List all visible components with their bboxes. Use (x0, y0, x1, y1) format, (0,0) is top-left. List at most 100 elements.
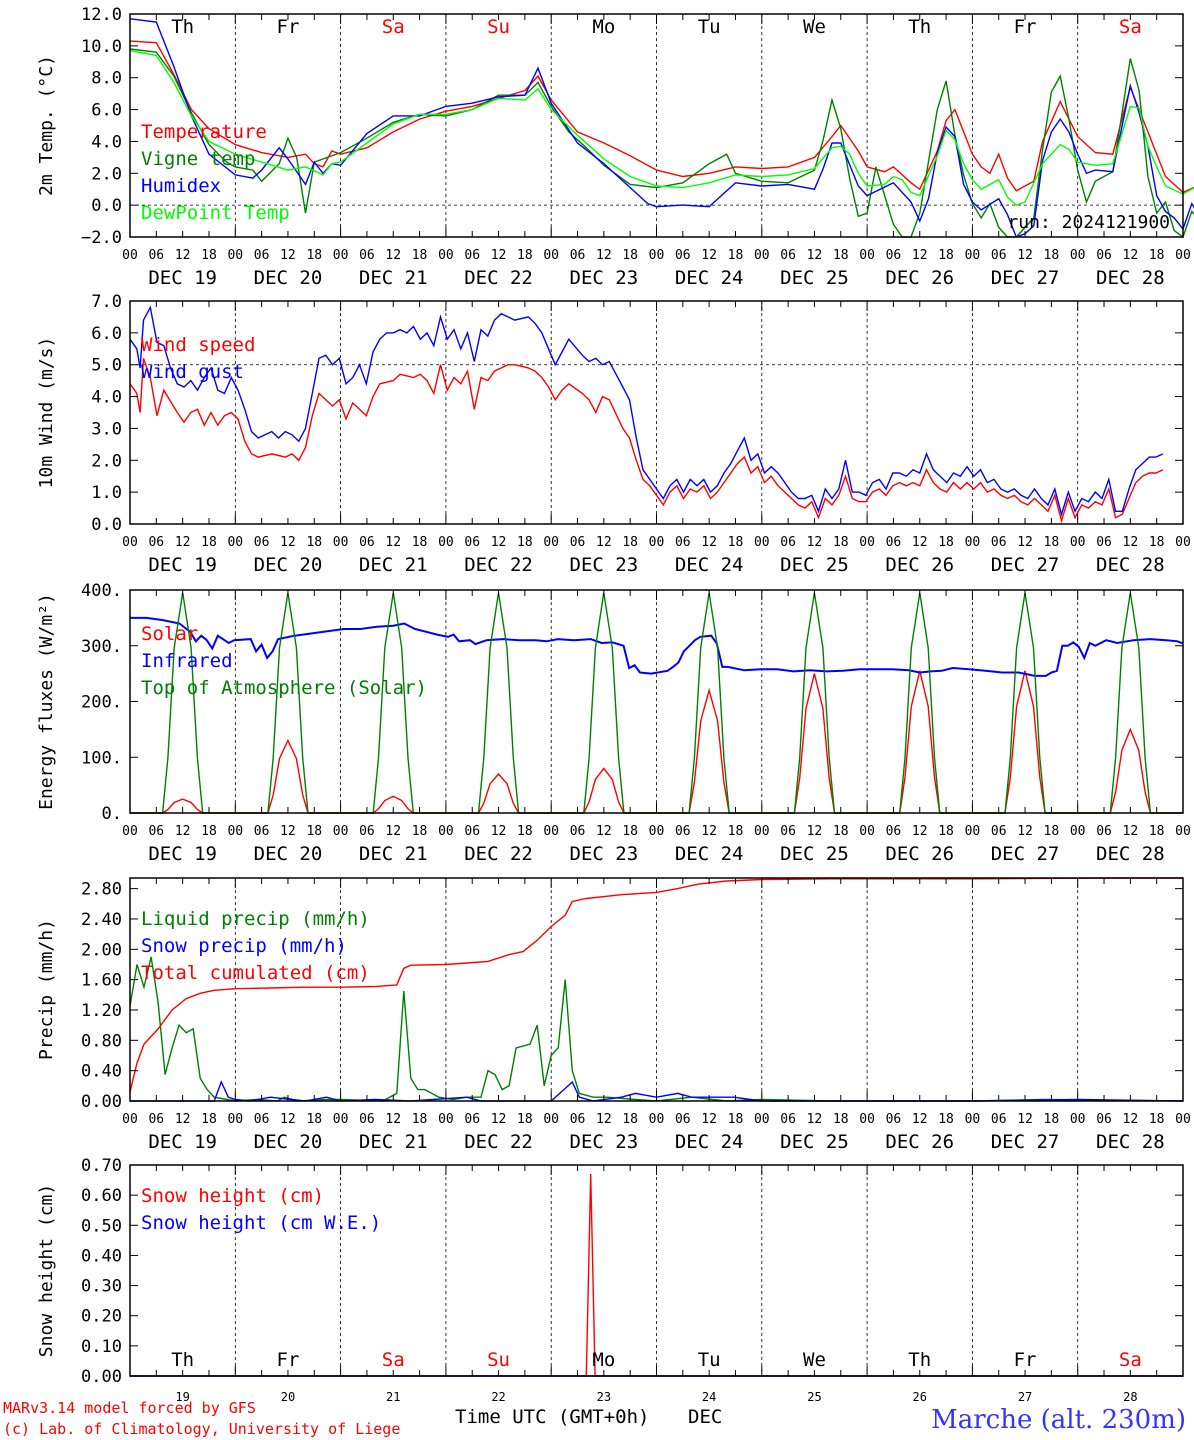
date-label: DEC 25 (780, 267, 849, 289)
hour-label: 12 (280, 535, 296, 550)
series-line-dewpoint-temp (129, 49, 1194, 206)
hour-label: 06 (359, 248, 375, 263)
date-label: DEC 20 (254, 267, 323, 289)
hour-label: 06 (886, 248, 902, 263)
y-tick-label: 2.00 (81, 940, 122, 960)
hour-label: 06 (148, 824, 164, 839)
hour-label: 18 (412, 535, 428, 550)
hour-label: 06 (359, 535, 375, 550)
legend-entry: Wind gust (141, 361, 244, 383)
hour-label: 00 (333, 1112, 349, 1127)
hour-label: 18 (622, 535, 638, 550)
hour-label: 00 (754, 824, 770, 839)
panel-4: 2.80 2.40 2.00 1.60 1.20 0.80 0.40 0.00 Precip (… (36, 877, 1191, 1153)
date-label: DEC 25 (780, 1131, 849, 1153)
hour-label: 12 (807, 535, 823, 550)
hour-label: 00 (649, 535, 665, 550)
hour-label: 18 (306, 535, 322, 550)
weekday-label: Su (487, 1349, 510, 1371)
date-label: DEC 27 (991, 267, 1060, 289)
y-tick-label: 2.80 (81, 880, 122, 900)
date-label: DEC 24 (675, 1131, 744, 1153)
date-label: DEC 25 (780, 843, 849, 865)
hour-label: 18 (622, 1112, 638, 1127)
y-tick-label: 0.20 (81, 1307, 122, 1327)
hour-label: 00 (333, 824, 349, 839)
y-axis-title: Energy fluxes (W/m²) (36, 593, 57, 810)
hour-label: 18 (1149, 535, 1165, 550)
hour-label: 06 (991, 535, 1007, 550)
date-label: DEC 28 (1096, 267, 1165, 289)
hour-label: 18 (306, 248, 322, 263)
hour-label: 00 (754, 248, 770, 263)
y-tick-label: 4.0 (91, 132, 122, 152)
y-tick-label: 300. (81, 637, 122, 657)
hour-label: 00 (122, 1112, 138, 1127)
run-label: run: 2024121900 (1007, 212, 1170, 233)
series-line-temperature (129, 40, 1194, 194)
date-label: DEC 23 (570, 843, 639, 865)
date-label: DEC 24 (675, 843, 744, 865)
hour-label: 06 (991, 824, 1007, 839)
hour-label: 00 (1070, 248, 1086, 263)
day-of-month-label: 23 (597, 1390, 611, 1404)
hour-label: 06 (675, 535, 691, 550)
hour-label: 12 (1123, 1112, 1139, 1127)
y-tick-label: 1.0 (91, 483, 122, 503)
hour-label: 18 (622, 824, 638, 839)
hour-label: 12 (491, 1112, 507, 1127)
weekday-label: Mo (592, 16, 615, 38)
hour-label: 12 (807, 824, 823, 839)
hour-label: 12 (385, 535, 401, 550)
series-line-liquid-precip-mm-h- (129, 956, 1184, 1102)
hour-label: 18 (201, 824, 217, 839)
legend-entry: Total cumulated (cm) (141, 962, 370, 984)
y-tick-label: 10.0 (81, 37, 122, 57)
weekday-label: Su (487, 16, 510, 38)
hour-label: 18 (1044, 824, 1060, 839)
hour-label: 12 (596, 535, 612, 550)
hour-label: 12 (596, 248, 612, 263)
weekday-label: Th (171, 1349, 194, 1371)
hour-label: 12 (175, 535, 191, 550)
hour-label: 12 (385, 824, 401, 839)
hour-label: 06 (359, 1112, 375, 1127)
day-of-month-label: 24 (702, 1390, 716, 1404)
hour-label: 06 (254, 248, 270, 263)
hour-label: 18 (1044, 248, 1060, 263)
legend-entry: Snow height (cm W.E.) (141, 1212, 381, 1234)
date-label: DEC 19 (148, 267, 217, 289)
y-tick-label: 0.0 (91, 196, 122, 216)
hour-label: 00 (1070, 535, 1086, 550)
hour-label: 06 (1096, 1112, 1112, 1127)
y-tick-label: 2.40 (81, 910, 122, 930)
y-tick-label: 0.00 (81, 1092, 122, 1112)
weekday-label: Tu (698, 1349, 721, 1371)
hour-label: 00 (438, 535, 454, 550)
hour-label: 00 (965, 248, 981, 263)
hour-label: 18 (938, 1112, 954, 1127)
hour-label: 00 (649, 824, 665, 839)
hour-label: 00 (649, 248, 665, 263)
hour-label: 18 (938, 535, 954, 550)
y-axis-title: Snow height (cm) (36, 1184, 57, 1357)
hour-label: 00 (1175, 535, 1191, 550)
hour-label: 12 (280, 248, 296, 263)
y-tick-label: 2.0 (91, 451, 122, 471)
hour-label: 12 (491, 248, 507, 263)
panel-2: 7.0 6.0 5.0 4.0 3.0 2.0 1.0 0.0 10m Wind (m/s) Wi… (36, 292, 1191, 576)
hour-label: 18 (833, 248, 849, 263)
hour-label: 18 (622, 248, 638, 263)
hour-label: 00 (438, 824, 454, 839)
hour-label: 18 (728, 248, 744, 263)
hour-label: 18 (201, 1112, 217, 1127)
date-label: DEC 26 (885, 554, 954, 576)
hour-label: 00 (859, 535, 875, 550)
hour-label: 18 (1044, 1112, 1060, 1127)
weekday-label: Fr (277, 1349, 300, 1371)
panel-1: 12.0 10.0 8.0 6.0 4.0 2.0 0.0 −2.0 2m Temp. (°C)… (36, 5, 1194, 289)
hour-label: 12 (385, 248, 401, 263)
hour-label: 18 (938, 248, 954, 263)
legend-entry: DewPoint Temp (141, 202, 290, 224)
hour-label: 00 (227, 248, 243, 263)
